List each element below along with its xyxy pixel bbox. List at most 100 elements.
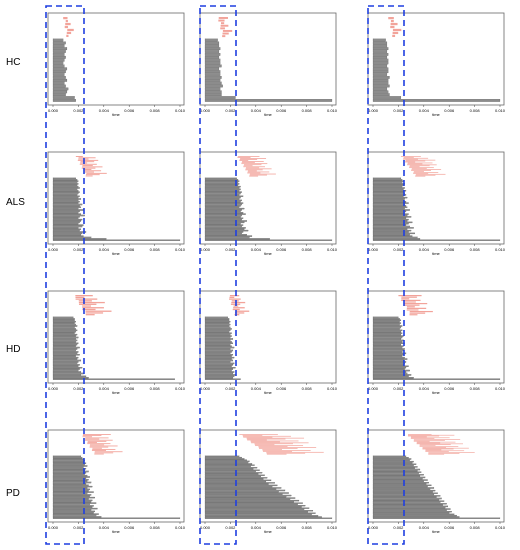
x-axis-label: time — [264, 112, 272, 117]
gray-bar — [204, 345, 232, 347]
gray-bar — [52, 378, 175, 380]
gray-bar — [372, 479, 428, 481]
pink-bar — [86, 172, 107, 174]
gray-bar — [52, 366, 83, 369]
gray-bar — [204, 210, 241, 213]
gray-bar — [52, 462, 87, 464]
gray-bar — [52, 64, 65, 68]
gray-bar — [204, 41, 220, 45]
pink-bar — [405, 159, 436, 161]
x-tick-label: 0.006 — [276, 386, 287, 391]
gray-bar — [372, 190, 407, 192]
pink-bar — [67, 28, 74, 32]
gray-bar — [372, 191, 404, 193]
gray-bar — [52, 214, 85, 217]
gray-bar — [372, 508, 451, 510]
gray-bar — [372, 331, 402, 333]
gray-bar — [372, 497, 442, 500]
row-label-hc: HC — [6, 57, 20, 68]
pink-bar — [220, 24, 229, 27]
gray-bar — [204, 460, 250, 463]
pink-bar — [82, 436, 93, 438]
gray-bar — [204, 50, 220, 53]
panel-frame — [47, 12, 185, 106]
gray-bar — [52, 81, 65, 85]
pink-bar — [233, 307, 245, 309]
pink-bar — [241, 162, 255, 164]
gray-bar — [372, 474, 424, 476]
gray-bar — [372, 368, 405, 370]
pink-bar — [422, 448, 454, 450]
pink-bar — [401, 298, 410, 300]
gray-bar — [372, 44, 388, 48]
pink-bar — [388, 17, 394, 20]
pink-bar — [425, 449, 442, 451]
gray-bar — [372, 61, 389, 65]
x-tick-label: 0.008 — [470, 386, 481, 391]
gray-bar — [204, 318, 230, 320]
gray-bar — [372, 214, 408, 217]
gray-bar — [204, 342, 234, 344]
panel-frame — [199, 290, 337, 384]
gray-bar — [372, 478, 423, 480]
pink-bar — [425, 451, 449, 452]
gray-bar — [204, 206, 240, 208]
gray-bar — [52, 502, 97, 504]
gray-bar — [372, 183, 405, 185]
gray-bar — [204, 348, 231, 350]
gray-bar — [52, 328, 76, 330]
pink-bar — [258, 446, 288, 447]
pink-bar — [218, 19, 225, 22]
gray-bar — [372, 319, 402, 322]
pink-bar — [85, 175, 93, 177]
gray-bar — [52, 333, 78, 336]
gray-bar — [204, 181, 239, 184]
pink-bar — [406, 306, 415, 308]
pink-bar — [415, 173, 446, 175]
gray-bar — [372, 223, 409, 225]
pink-bar — [84, 170, 102, 172]
gray-bar — [372, 346, 403, 349]
gray-bar — [204, 199, 242, 202]
pink-bar — [251, 442, 309, 444]
gray-bar — [52, 239, 181, 241]
pink-bar — [409, 167, 434, 169]
gray-bar — [372, 377, 414, 379]
gray-bar — [204, 468, 254, 470]
gray-bar — [52, 470, 89, 473]
gray-bar — [52, 205, 80, 207]
pink-bar — [258, 448, 298, 449]
gray-bar — [372, 58, 389, 62]
gray-bar — [372, 511, 452, 513]
pink-bar — [94, 452, 114, 454]
gray-bar — [372, 462, 413, 464]
pink-bar — [85, 438, 100, 440]
gray-bar — [372, 480, 424, 483]
gray-bar — [372, 507, 446, 509]
gray-bar — [52, 229, 80, 232]
gray-bar — [204, 366, 236, 369]
pink-bar — [406, 309, 419, 311]
pink-bar — [416, 442, 441, 444]
gray-bar — [204, 492, 289, 494]
gray-bar — [204, 335, 232, 337]
pink-bar — [229, 298, 241, 300]
x-tick-label: 0.006 — [124, 247, 135, 252]
gray-bar — [204, 512, 316, 514]
gray-bar — [372, 192, 405, 195]
gray-bar — [204, 458, 245, 460]
gray-bar — [372, 504, 443, 506]
pink-bar — [82, 305, 92, 307]
gray-bar — [52, 338, 76, 340]
gray-bar — [52, 326, 75, 329]
gray-bar — [204, 220, 247, 222]
x-tick-label: 0.006 — [444, 247, 455, 252]
gray-bar — [372, 84, 390, 88]
panel-hc-1: 0.000 0.002 0.004 0.006 0.008 0.010 time — [47, 12, 186, 117]
gray-bar — [204, 224, 244, 226]
gray-bar — [372, 484, 432, 487]
gray-bar — [204, 325, 230, 327]
panel-pd-3: 0.000 0.002 0.004 0.006 0.008 0.010 time — [367, 429, 506, 534]
pink-bar — [239, 160, 249, 161]
